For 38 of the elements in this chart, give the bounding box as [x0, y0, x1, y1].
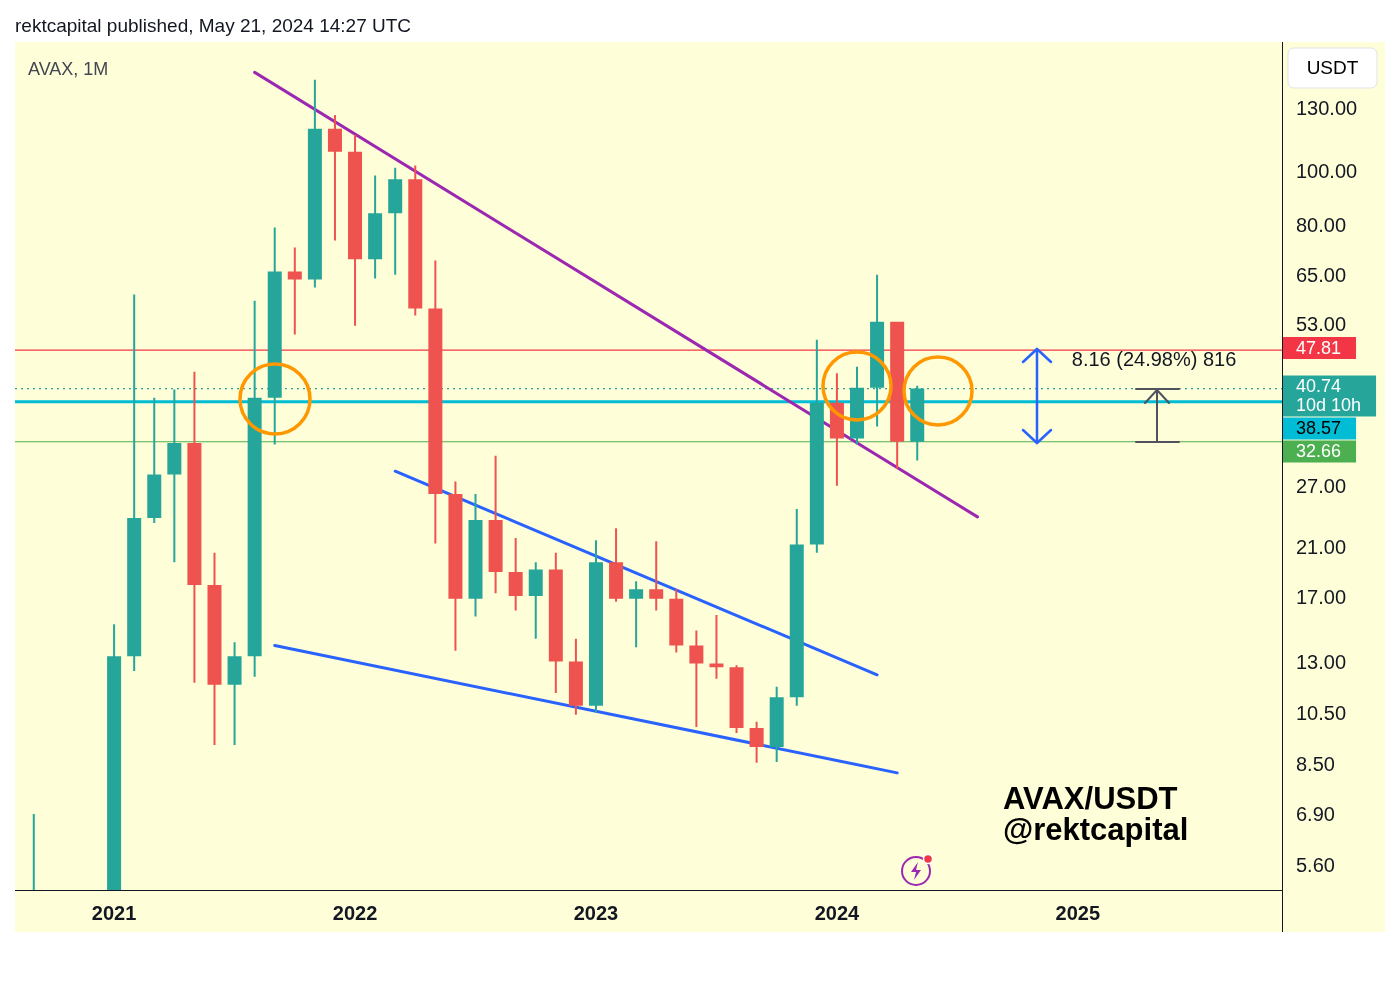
y-tick-label: 17.00 [1296, 586, 1347, 609]
y-tick-label: 80.00 [1296, 213, 1347, 236]
annotation: 8.16 (24.98%) 816 [1071, 347, 1237, 370]
y-tick-label: 130.00 [1296, 96, 1358, 119]
ref-line-label: 47.81 [1296, 337, 1342, 358]
y-tick-label: 21.00 [1296, 535, 1347, 558]
candlestick [649, 541, 664, 611]
y-tick-label: 13.00 [1296, 650, 1347, 673]
ref-line-label: 40.74 [1296, 376, 1342, 397]
y-tick-label: 8.50 [1296, 753, 1335, 776]
y-tick-label: 100.00 [1296, 160, 1358, 183]
candlestick [227, 642, 242, 746]
candlestick [327, 114, 342, 241]
ref-line-label: 38.57 [1296, 418, 1342, 439]
candlestick [287, 247, 302, 335]
candlestick [167, 389, 182, 563]
y-tick-label: 53.00 [1296, 312, 1347, 335]
y-tick-label: 65.00 [1296, 263, 1347, 286]
candlestick [388, 167, 403, 275]
candlestick [508, 537, 523, 611]
candlestick [629, 581, 644, 648]
y-tick-label: 10.50 [1296, 702, 1347, 725]
candlestick [749, 721, 764, 763]
y-tick-label: 5.60 [1296, 853, 1335, 876]
candlestick [609, 528, 624, 602]
text: 10d 10h [1296, 395, 1362, 416]
x-tick-label: 2025 [1055, 901, 1101, 924]
x-tick-label: 2024 [814, 901, 861, 924]
y-tick-label: 27.00 [1296, 475, 1347, 498]
text: rektcapital published, May 21, 2024 14:27 UTC [15, 15, 412, 37]
x-tick-label: 2021 [91, 901, 137, 924]
y-tick-label: 6.90 [1296, 803, 1335, 826]
ref-line-label: 32.66 [1296, 441, 1342, 462]
y-axis-title: USDT [1306, 57, 1359, 79]
x-tick-label: 2023 [573, 901, 619, 924]
x-tick-label: 2022 [332, 901, 378, 924]
candlestick [709, 614, 724, 679]
text: AVAX, 1M [28, 58, 109, 79]
